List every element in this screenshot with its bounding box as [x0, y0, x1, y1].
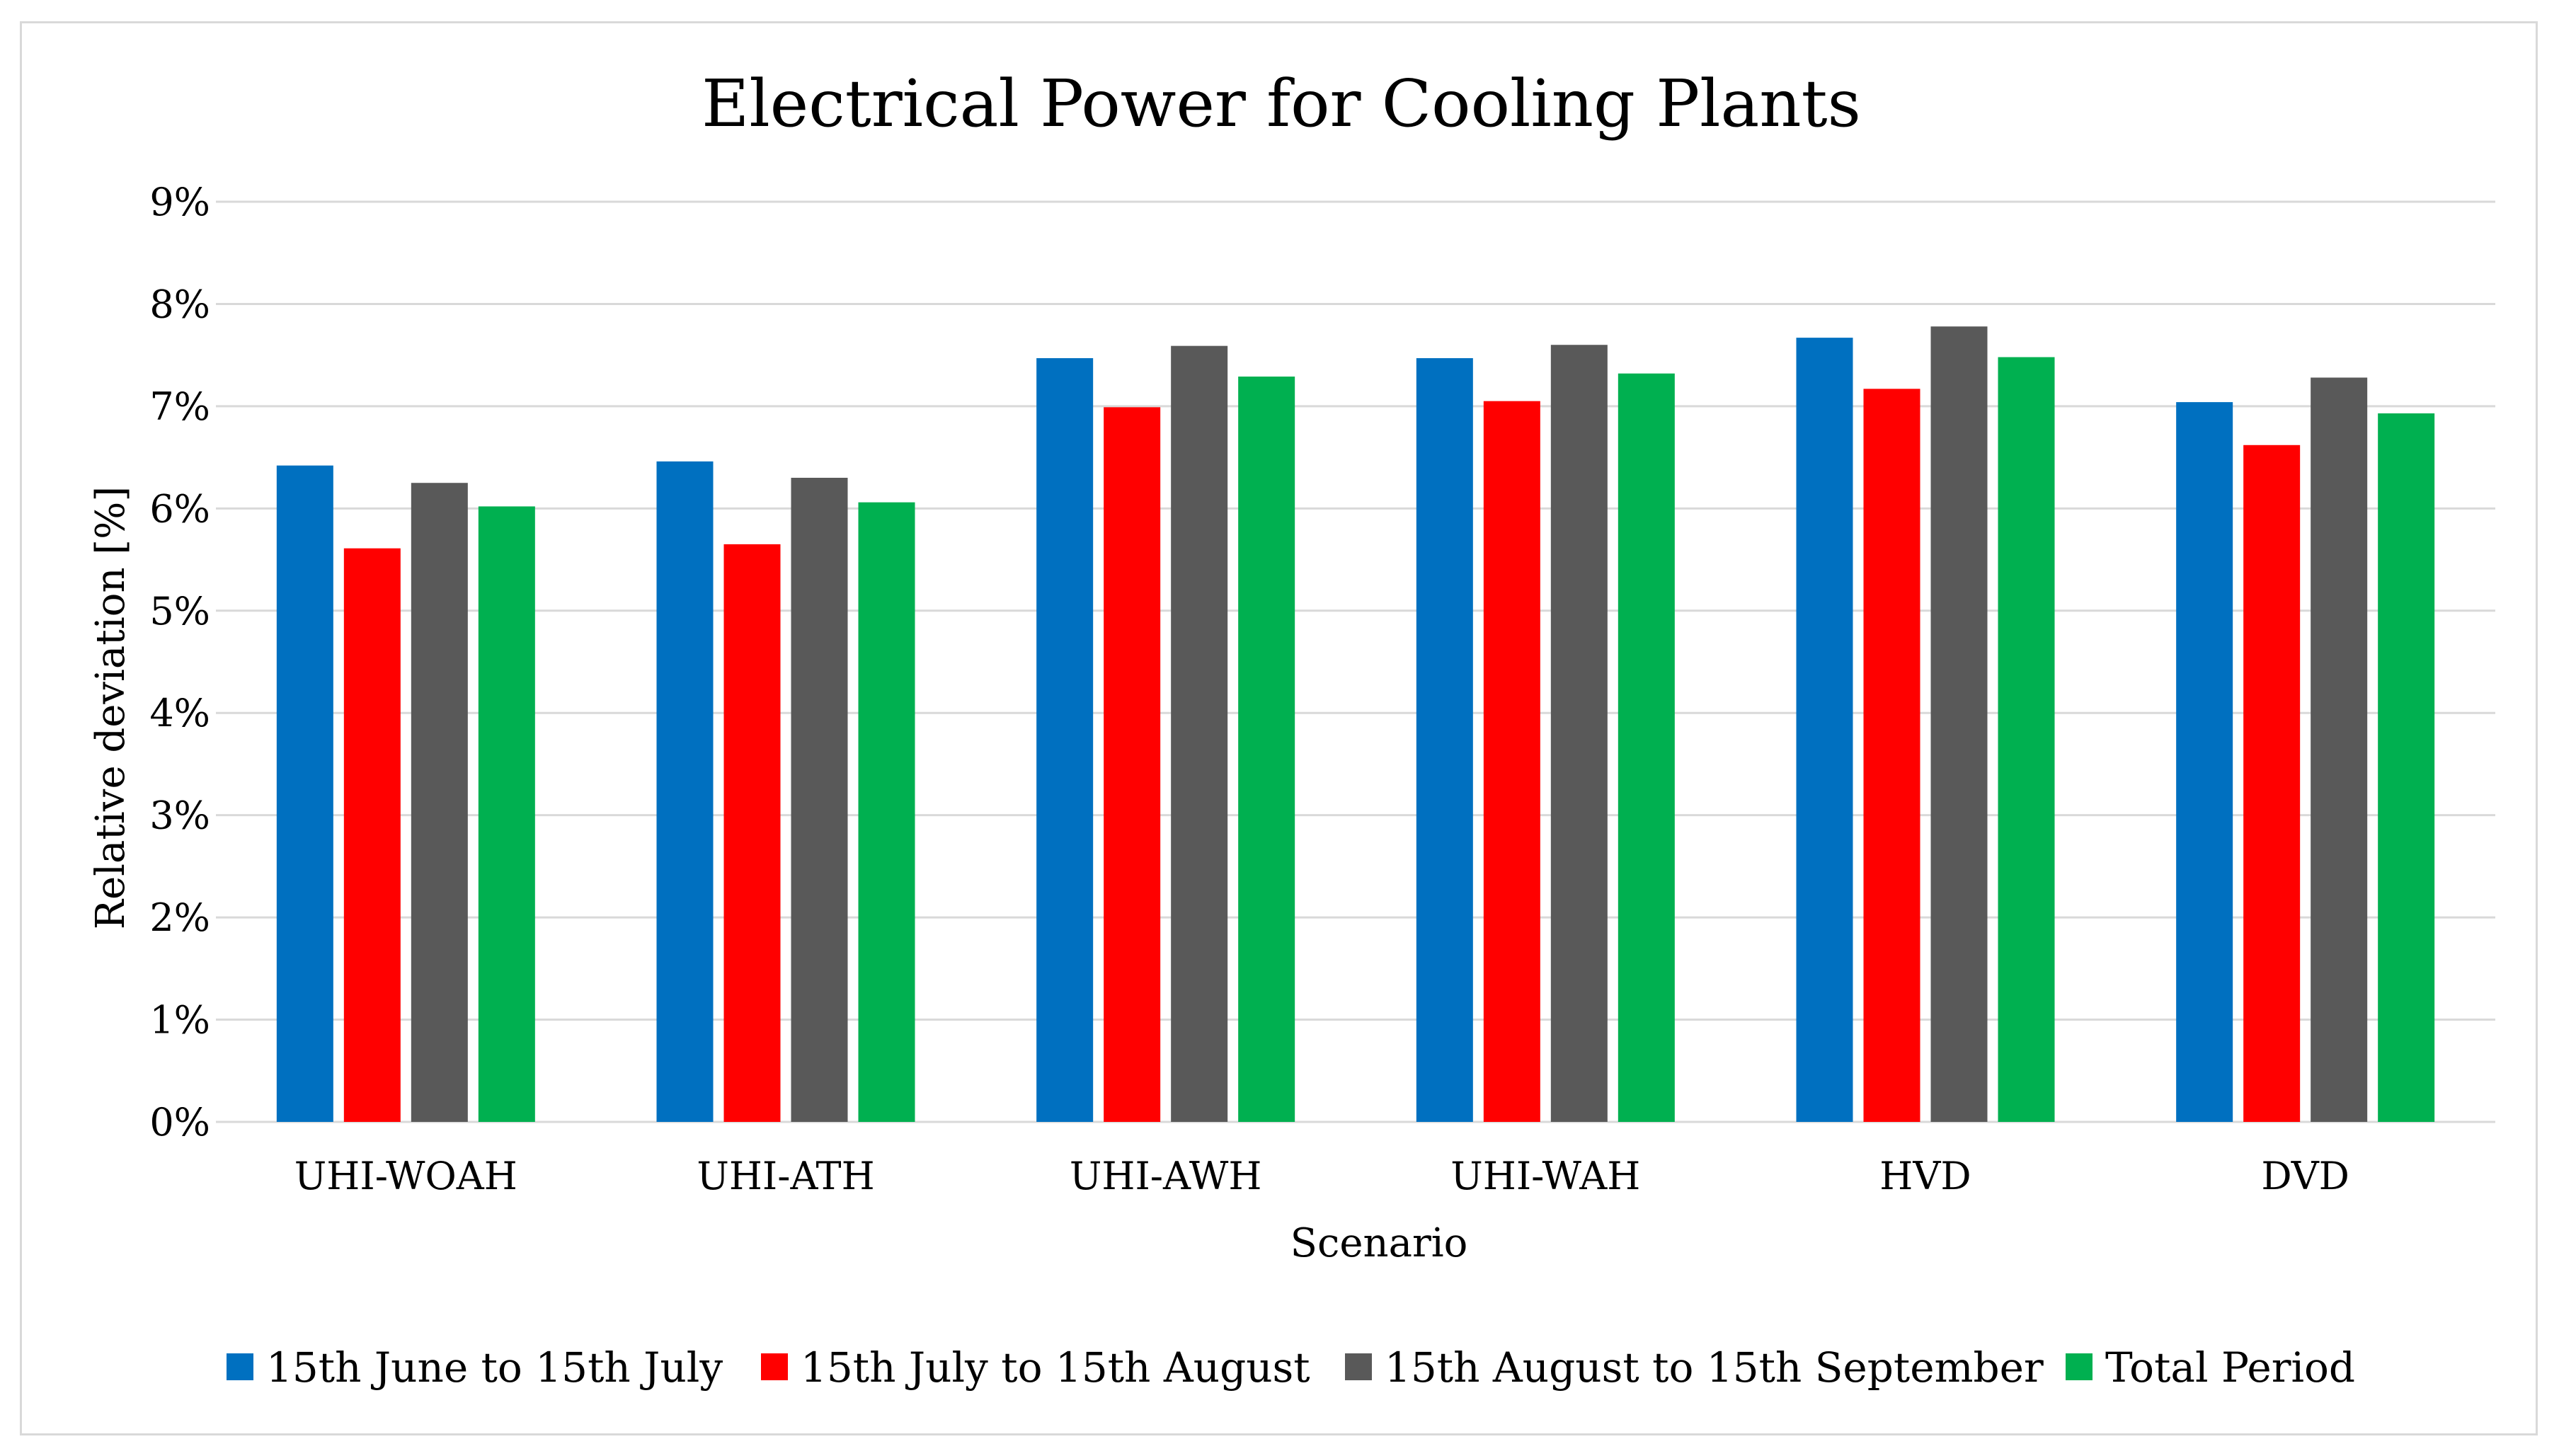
legend-label: 15th August to 15th September: [1385, 1343, 2044, 1392]
bar-uhi-awh-series-3: [1171, 345, 1228, 1123]
bar-uhi-woah-series-4: [478, 506, 535, 1122]
y-tick-label: 8%: [149, 282, 210, 326]
y-tick-label: 2%: [149, 895, 210, 940]
legend-label: 15th June to 15th July: [266, 1343, 723, 1392]
x-tick-label: UHI-ATH: [697, 1154, 874, 1198]
bar-uhi-woah-series-2: [343, 548, 401, 1122]
y-tick-label: 9%: [149, 180, 210, 224]
bar-hvd-series-1: [1796, 338, 1853, 1123]
y-axis-ticks: 0% 1% 2% 3% 4% 5% 6% 7% 8% 9%: [149, 180, 210, 1145]
gridlines: [216, 200, 2495, 1123]
legend-swatch: [761, 1353, 788, 1380]
y-tick-label: 5%: [149, 589, 210, 634]
bar-uhi-ath-series-1: [656, 461, 714, 1122]
legend-swatch: [2066, 1353, 2093, 1380]
y-axis-label: Relative deviation [%]: [88, 486, 134, 929]
bar-uhi-wah-series-4: [1618, 373, 1675, 1122]
y-tick-label: 1%: [149, 998, 210, 1043]
bar-dvd-series-1: [2176, 402, 2233, 1122]
legend-label: Total Period: [2105, 1343, 2355, 1392]
bar-uhi-ath-series-3: [791, 478, 848, 1122]
bar-uhi-wah-series-2: [1483, 401, 1540, 1122]
x-tick-label: UHI-AWH: [1070, 1154, 1262, 1198]
bar-uhi-wah-series-3: [1550, 345, 1608, 1123]
legend-label: 15th July to 15th August: [801, 1343, 1310, 1392]
x-axis-ticks: UHI-WOAH UHI-ATH UHI-AWH UHI-WAH HVD DVD: [294, 1154, 2349, 1198]
y-tick-label: 7%: [149, 384, 210, 429]
bar-uhi-awh-series-2: [1104, 407, 1161, 1122]
bar-uhi-woah-series-3: [411, 483, 468, 1122]
bar-dvd-series-2: [2243, 445, 2301, 1122]
bar-hvd-series-2: [1863, 389, 1920, 1123]
x-tick-label: HVD: [1879, 1154, 1971, 1198]
bar-dvd-series-3: [2311, 377, 2368, 1122]
legend: 15th June to 15th July 15th July to 15th …: [227, 1343, 2355, 1392]
legend-swatch: [227, 1353, 253, 1380]
bars: [276, 326, 2435, 1123]
x-tick-label: UHI-WAH: [1450, 1154, 1640, 1198]
bar-uhi-awh-series-4: [1238, 377, 1295, 1122]
legend-swatch: [1345, 1353, 1372, 1380]
bar-dvd-series-4: [2378, 413, 2435, 1122]
bar-uhi-ath-series-4: [858, 502, 915, 1122]
bar-uhi-awh-series-1: [1036, 358, 1094, 1122]
x-tick-label: DVD: [2261, 1154, 2349, 1198]
bar-hvd-series-3: [1930, 326, 1988, 1123]
y-tick-label: 3%: [149, 793, 210, 838]
x-tick-label: UHI-WOAH: [294, 1154, 517, 1198]
y-tick-label: 4%: [149, 691, 210, 735]
y-tick-label: 6%: [149, 486, 210, 531]
bar-uhi-woah-series-1: [276, 465, 333, 1122]
bar-hvd-series-4: [1998, 357, 2055, 1122]
bar-uhi-ath-series-2: [723, 544, 781, 1122]
x-axis-label: Scenario: [1290, 1220, 1468, 1266]
chart-title: Electrical Power for Cooling Plants: [702, 66, 1861, 142]
y-tick-label: 0%: [149, 1100, 210, 1145]
bar-uhi-wah-series-1: [1416, 358, 1473, 1122]
